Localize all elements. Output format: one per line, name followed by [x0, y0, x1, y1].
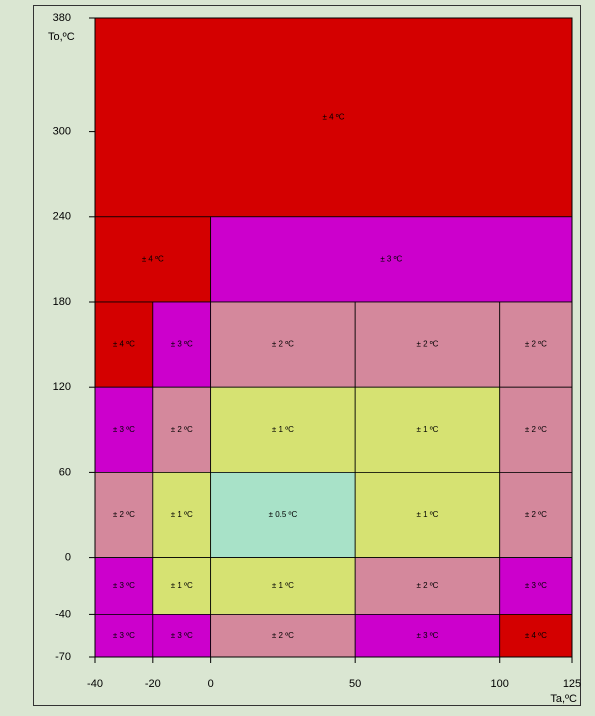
y-tick-label: -40	[55, 608, 71, 620]
zone	[94, 301, 154, 388]
zone-label: ± 3 ºC	[525, 581, 547, 590]
zone-label: ± 4 ºC	[113, 340, 135, 349]
zone	[94, 386, 154, 473]
zone	[94, 471, 154, 558]
zone	[152, 471, 212, 558]
zone-label: ± 1 ºC	[416, 510, 438, 519]
zone	[152, 301, 212, 388]
x-axis-label: Ta,ºC	[550, 693, 577, 705]
zone	[499, 471, 573, 558]
y-tick-label: 240	[53, 211, 71, 223]
zone	[210, 614, 356, 658]
zone-label: ± 3 ºC	[113, 631, 135, 640]
zone	[354, 614, 501, 658]
x-tick-label: -20	[145, 678, 161, 690]
zone-label: ± 1 ºC	[416, 425, 438, 434]
zone	[210, 386, 356, 473]
x-tick-label: 125	[563, 678, 581, 690]
y-tick-label: 300	[53, 126, 71, 138]
y-tick-label: 380	[53, 12, 71, 24]
zone-label: ± 0.5 ºC	[269, 510, 298, 519]
zone	[94, 17, 573, 218]
zone	[152, 557, 212, 615]
x-tick-label: 50	[349, 678, 361, 690]
zone-label: ± 2 ºC	[171, 425, 193, 434]
zone	[94, 614, 154, 658]
zone-label: ± 2 ºC	[272, 340, 294, 349]
zone	[210, 216, 573, 303]
zone-label: ± 2 ºC	[272, 631, 294, 640]
plot-border	[94, 17, 573, 658]
zone-label: ± 3 ºC	[171, 340, 193, 349]
x-tick-label: 0	[208, 678, 214, 690]
zone-label: ± 1 ºC	[272, 581, 294, 590]
y-tick-label: 120	[53, 381, 71, 393]
zone	[210, 471, 356, 558]
x-tick-label: 100	[491, 678, 509, 690]
zone-label: ± 3 ºC	[380, 255, 402, 264]
zone-label: ± 1 ºC	[272, 425, 294, 434]
zone-label: ± 3 ºC	[416, 631, 438, 640]
zone	[499, 386, 573, 473]
y-axis-label: To,ºC	[48, 31, 75, 43]
zone-label: ± 2 ºC	[525, 510, 547, 519]
zone-label: ± 2 ºC	[525, 340, 547, 349]
zone-label: ± 1 ºC	[171, 581, 193, 590]
zone-label: ± 2 ºC	[113, 510, 135, 519]
y-tick-label: 0	[65, 552, 71, 564]
zone-label: ± 4 ºC	[525, 631, 547, 640]
zone-label: ± 1 ºC	[171, 510, 193, 519]
zone-label: ± 3 ºC	[171, 631, 193, 640]
zone	[94, 557, 154, 615]
zone	[354, 557, 501, 615]
zone	[354, 386, 501, 473]
zone	[210, 557, 356, 615]
zone	[354, 301, 501, 388]
zone	[94, 216, 212, 303]
zone	[499, 614, 573, 658]
zone-label: ± 2 ºC	[525, 425, 547, 434]
zone-label: ± 3 ºC	[113, 425, 135, 434]
zone-label: ± 3 ºC	[113, 581, 135, 590]
y-tick-label: 60	[59, 466, 71, 478]
zone-label: ± 2 ºC	[416, 581, 438, 590]
zone-label: ± 2 ºC	[416, 340, 438, 349]
zone	[354, 471, 501, 558]
zone-label: ± 4 ºC	[323, 113, 345, 122]
zone-label: ± 4 ºC	[142, 255, 164, 264]
y-tick-label: -70	[55, 651, 71, 663]
x-tick-label: -40	[87, 678, 103, 690]
y-tick-label: 180	[53, 296, 71, 308]
